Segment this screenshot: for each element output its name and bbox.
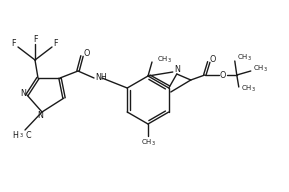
Text: CH$_3$: CH$_3$ [237, 53, 252, 63]
Text: N: N [20, 89, 26, 98]
Text: H: H [12, 132, 18, 141]
Text: C: C [25, 132, 31, 141]
Text: CH$_3$: CH$_3$ [253, 64, 268, 74]
Text: F: F [33, 35, 37, 44]
Text: F: F [12, 39, 16, 47]
Text: CH$_3$: CH$_3$ [140, 138, 155, 148]
Text: NH: NH [95, 74, 107, 83]
Text: N: N [174, 65, 180, 74]
Text: N: N [37, 111, 43, 119]
Text: O: O [220, 70, 226, 79]
Text: O: O [84, 50, 90, 59]
Text: $_3$: $_3$ [18, 132, 23, 140]
Text: CH$_3$: CH$_3$ [241, 84, 256, 94]
Text: CH$_3$: CH$_3$ [157, 55, 171, 65]
Text: F: F [54, 39, 58, 47]
Text: O: O [210, 55, 216, 65]
